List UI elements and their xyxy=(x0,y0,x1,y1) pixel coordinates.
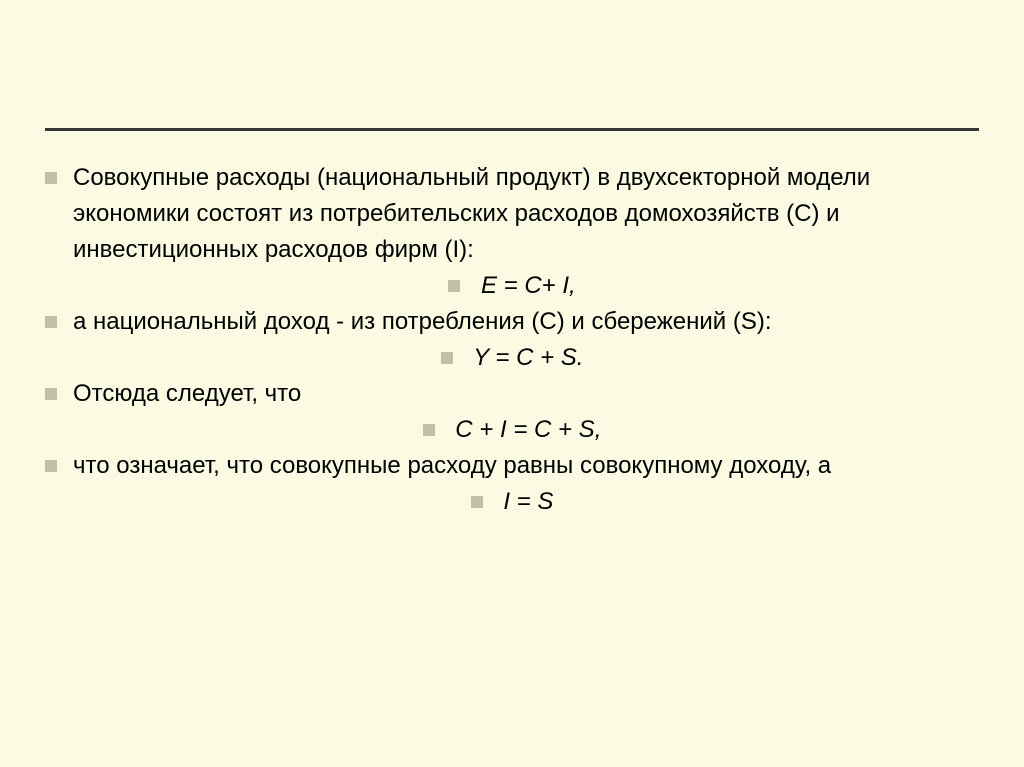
list-item: I = S xyxy=(45,484,979,520)
slide-content: Совокупные расходы (национальный продукт… xyxy=(45,160,979,520)
list-item: Е = С+ I, xyxy=(45,268,979,304)
equation-text: I = S xyxy=(503,488,553,515)
slide: Совокупные расходы (национальный продукт… xyxy=(0,0,1024,767)
divider-line xyxy=(45,128,979,131)
paragraph-text: Отсюда следует, что xyxy=(73,380,301,407)
list-item: Отсюда следует, что xyxy=(45,376,979,412)
list-item: Совокупные расходы (национальный продукт… xyxy=(45,160,979,268)
bullet-list: Совокупные расходы (национальный продукт… xyxy=(45,160,979,520)
list-item: что означает, что совокупные расходу рав… xyxy=(45,448,979,484)
list-item: Y = С + S. xyxy=(45,340,979,376)
paragraph-text: Совокупные расходы (национальный продукт… xyxy=(73,164,870,263)
paragraph-text: что означает, что совокупные расходу рав… xyxy=(73,452,831,479)
paragraph-text: а национальный доход - из потребления (С… xyxy=(73,308,772,335)
list-item: С + I = С + S, xyxy=(45,412,979,448)
equation-text: С + I = С + S, xyxy=(455,416,601,443)
list-item: а национальный доход - из потребления (С… xyxy=(45,304,979,340)
equation-text: Е = С+ I, xyxy=(481,272,576,299)
equation-text: Y = С + S. xyxy=(473,344,583,371)
